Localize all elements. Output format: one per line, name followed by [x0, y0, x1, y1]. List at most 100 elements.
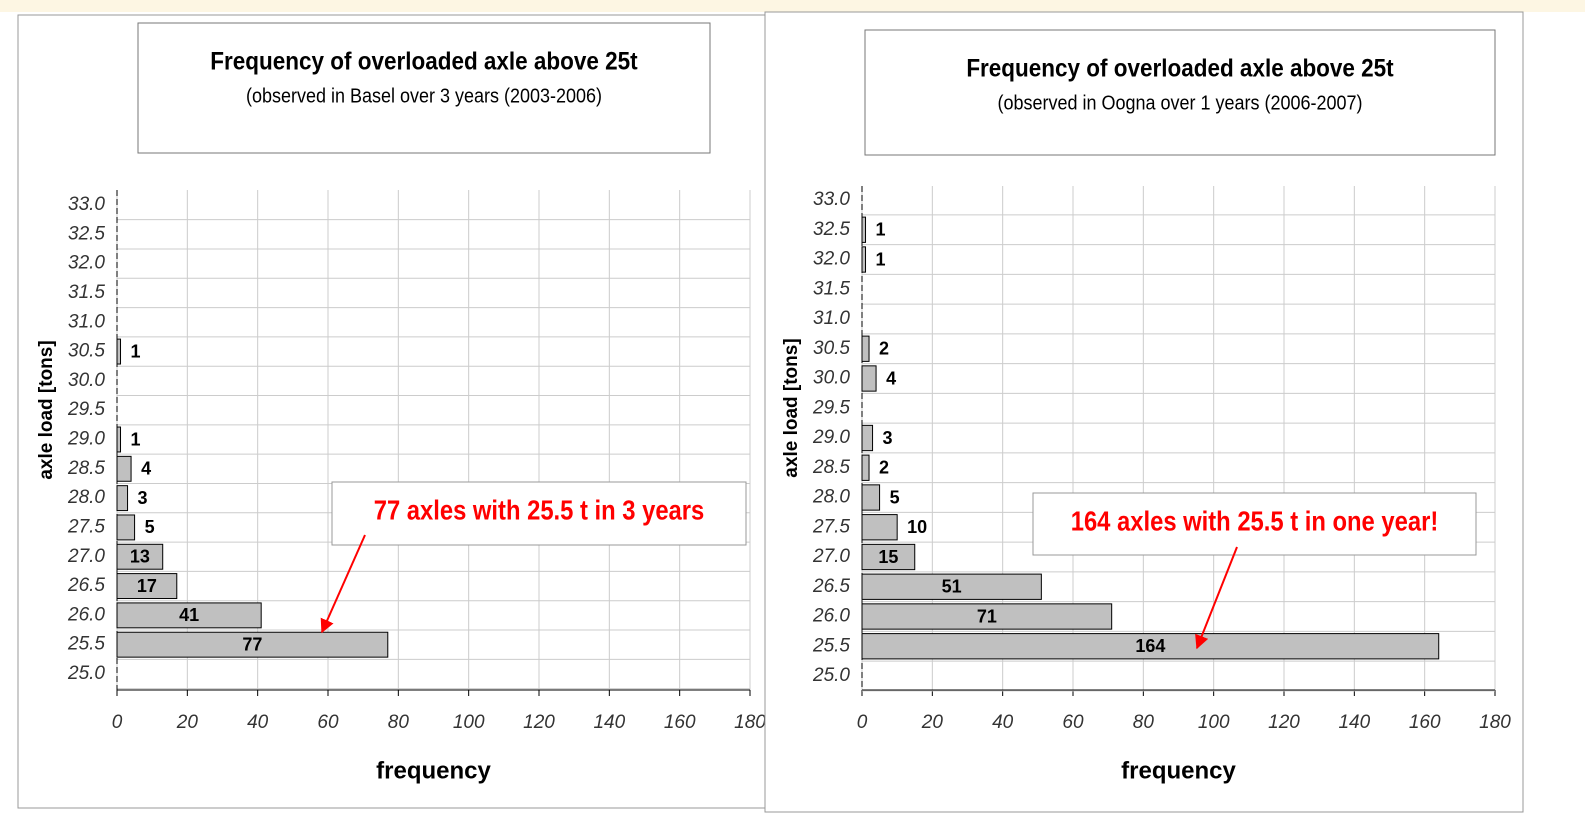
y-tick-label: 26.0	[67, 604, 105, 625]
value-label: 164	[1135, 636, 1165, 656]
bar	[861, 484, 881, 511]
bar	[861, 424, 874, 452]
y-tick-label: 25.0	[812, 665, 850, 686]
annotation-arrow	[1195, 546, 1238, 650]
chart-title: Frequency of overloaded axle above 25t	[966, 55, 1393, 83]
x-tick-label: 140	[1338, 712, 1370, 733]
chart-title: Frequency of overloaded axle above 25t	[210, 48, 637, 76]
y-tick-label: 31.5	[68, 282, 105, 303]
y-tick-label: 25.5	[67, 634, 105, 655]
value-label: 1	[876, 249, 886, 269]
value-label: 3	[883, 428, 893, 448]
y-tick-label: 28.5	[812, 457, 850, 478]
x-tick-label: 140	[593, 712, 625, 733]
chart-subtitle: (observed in Oogna over 1 years (2006-20…	[997, 92, 1362, 114]
y-tick-label: 25.0	[67, 663, 105, 684]
value-label: 13	[130, 547, 150, 567]
y-tick-label: 25.5	[812, 635, 850, 656]
x-axis-label: frequency	[376, 757, 491, 784]
x-tick-label: 0	[112, 712, 123, 733]
y-tick-label: 30.5	[68, 341, 105, 362]
x-tick-label: 120	[523, 712, 555, 733]
y-axis-label: axle load [tons]	[781, 338, 802, 477]
x-axis-label: frequency	[1121, 757, 1236, 784]
bar	[116, 573, 178, 600]
x-tick-label: 20	[921, 712, 944, 733]
x-tick-label: 20	[176, 712, 199, 733]
bar	[861, 603, 1113, 630]
value-label: 15	[878, 547, 898, 567]
value-label: 17	[137, 576, 157, 596]
y-tick-label: 28.0	[67, 487, 105, 508]
y-tick-label: 26.5	[812, 576, 850, 597]
x-tick-label: 100	[453, 712, 485, 733]
value-label: 2	[879, 458, 889, 478]
x-tick-label: 160	[1409, 712, 1441, 733]
x-tick-label: 100	[1198, 712, 1230, 733]
annotation-box	[331, 481, 747, 546]
value-label: 4	[141, 459, 151, 479]
bar	[116, 426, 122, 453]
y-tick-label: 27.5	[67, 516, 105, 537]
value-label: 4	[886, 368, 896, 388]
value-label: 51	[942, 577, 962, 597]
value-label: 2	[879, 339, 889, 359]
y-tick-label: 28.5	[67, 458, 105, 479]
bar	[116, 543, 164, 570]
x-tick-label: 40	[992, 712, 1014, 733]
x-tick-label: 0	[857, 712, 868, 733]
bar	[861, 454, 870, 481]
x-tick-label: 60	[1062, 712, 1084, 733]
bar	[116, 514, 136, 541]
value-label: 3	[138, 488, 148, 508]
x-tick-label: 120	[1268, 712, 1300, 733]
value-label: 1	[131, 429, 141, 449]
y-tick-label: 27.0	[67, 546, 105, 567]
y-tick-label: 27.0	[812, 546, 850, 567]
bar	[116, 602, 262, 629]
bar	[861, 514, 898, 541]
bar	[861, 335, 870, 362]
value-label: 1	[131, 341, 141, 361]
bar	[861, 246, 867, 273]
y-tick-label: 32.5	[813, 219, 850, 240]
bar	[861, 543, 916, 571]
bar	[116, 455, 132, 482]
annotation: 77 axles with 25.5 t in 3 years	[374, 494, 705, 526]
y-tick-label: 31.0	[68, 311, 105, 332]
y-tick-label: 30.0	[813, 368, 850, 389]
y-tick-label: 32.0	[68, 253, 105, 274]
x-tick-label: 180	[1479, 712, 1511, 733]
value-label: 71	[977, 606, 997, 626]
value-label: 10	[907, 517, 927, 537]
bar	[116, 338, 122, 365]
x-tick-label: 60	[317, 712, 339, 733]
x-tick-label: 180	[734, 712, 766, 733]
y-tick-label: 30.0	[68, 370, 105, 391]
y-tick-label: 32.5	[68, 223, 105, 244]
y-tick-label: 29.0	[67, 429, 105, 450]
annotation-box	[1032, 492, 1477, 556]
x-tick-label: 40	[247, 712, 269, 733]
y-tick-label: 26.5	[67, 575, 105, 596]
y-tick-label: 33.0	[813, 189, 850, 210]
value-label: 5	[890, 487, 900, 507]
value-label: 5	[145, 517, 155, 537]
bar	[116, 631, 389, 658]
value-label: 1	[876, 220, 886, 240]
bar	[116, 485, 129, 512]
y-axis-label: axle load [tons]	[36, 340, 57, 479]
annotation: 164 axles with 25.5 t in one year!	[1071, 505, 1439, 537]
y-tick-label: 29.0	[812, 427, 850, 448]
title-box	[137, 22, 711, 154]
bar	[861, 633, 1440, 660]
chart-subtitle: (observed in Basel over 3 years (2003-20…	[246, 85, 602, 107]
y-tick-label: 29.5	[67, 399, 105, 420]
bar	[861, 365, 877, 392]
y-tick-label: 31.5	[813, 278, 850, 299]
y-tick-label: 33.0	[68, 194, 105, 215]
y-tick-label: 32.0	[813, 249, 850, 270]
value-label: 77	[242, 634, 262, 654]
